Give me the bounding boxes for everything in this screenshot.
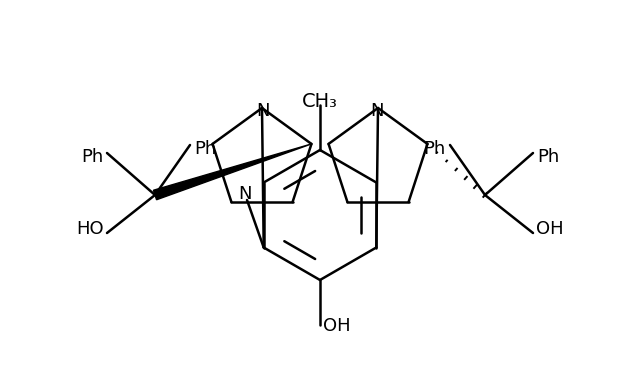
Text: Ph: Ph bbox=[81, 148, 103, 166]
Text: N: N bbox=[371, 102, 384, 120]
Text: Ph: Ph bbox=[194, 140, 216, 158]
Text: OH: OH bbox=[323, 317, 351, 335]
Text: Ph: Ph bbox=[537, 148, 559, 166]
Text: HO: HO bbox=[76, 220, 104, 238]
Text: N: N bbox=[256, 102, 269, 120]
Text: OH: OH bbox=[536, 220, 564, 238]
Text: Ph: Ph bbox=[424, 140, 446, 158]
Polygon shape bbox=[154, 144, 312, 200]
Text: CH₃: CH₃ bbox=[302, 92, 338, 111]
Text: N: N bbox=[238, 185, 252, 203]
